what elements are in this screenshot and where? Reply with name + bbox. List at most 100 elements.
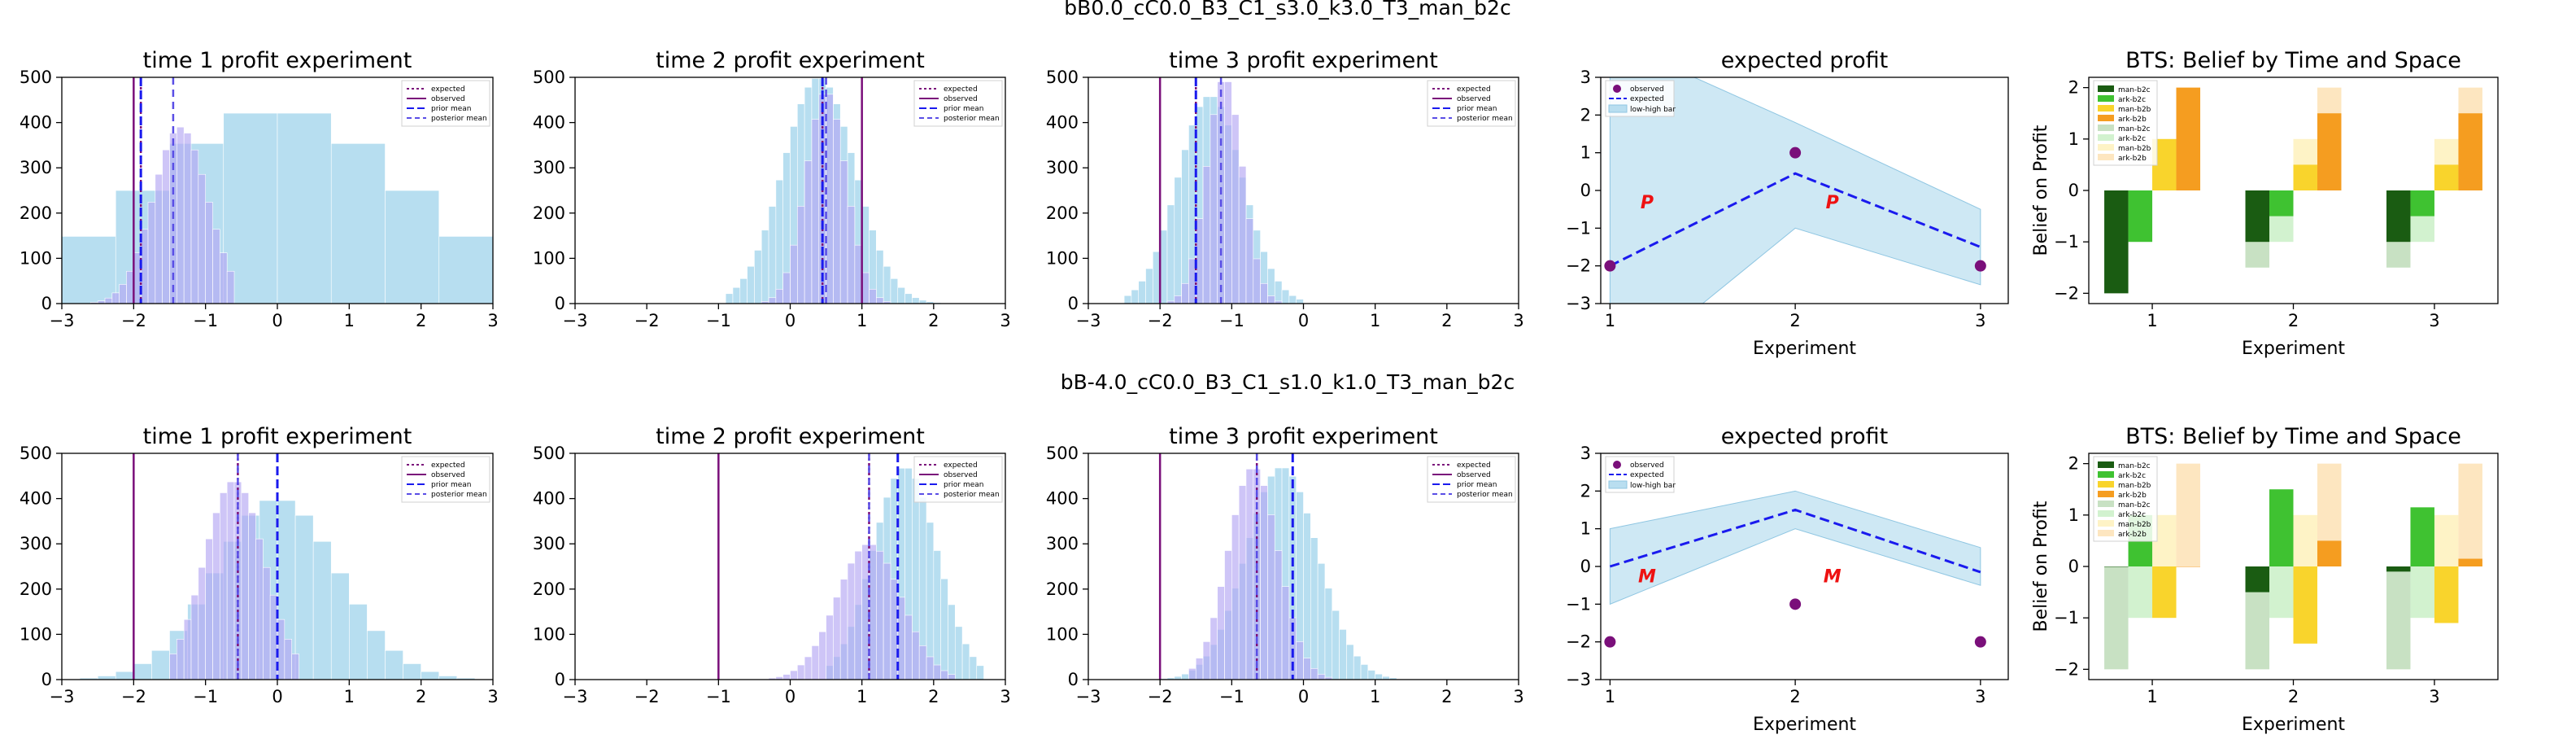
hist-bar-purple [1238, 166, 1247, 304]
panel-title: time 1 profit experiment [143, 48, 412, 73]
legend-box [2093, 456, 2158, 542]
y-tick-label: 300 [533, 534, 565, 553]
legend-label: observed [1630, 85, 1664, 94]
legend-label: man-b2b [2118, 521, 2151, 529]
legend-label: posterior mean [431, 115, 487, 123]
hist-bar-light [876, 250, 884, 304]
legend-swatch [2098, 481, 2114, 488]
hist-bar-purple [1253, 258, 1261, 304]
profit-marker: M [2008, 567, 2026, 588]
hist-bar-light [1296, 299, 1304, 304]
x-tick-label: 3 [1975, 311, 1985, 330]
hist-bar-purple [861, 272, 870, 304]
legend-label: expected [1457, 461, 1491, 470]
hist-bar-purple [291, 654, 299, 680]
y-tick-label: 400 [533, 113, 565, 133]
legend-label: expected [1630, 95, 1664, 103]
y-tick-label: 300 [533, 158, 565, 177]
y-tick-label: 3 [1580, 444, 1591, 463]
suptitle-row-1: bB0.0_cC0.0_B3_C1_s3.0_k3.0_T3_man_b2c [1064, 0, 1510, 20]
y-tick-label: 2 [1580, 105, 1591, 125]
legend-swatch [2098, 115, 2114, 121]
hist-bar-purple [1202, 641, 1211, 680]
hist-bar-light [115, 671, 134, 680]
axes-frame [2088, 453, 2499, 680]
hist-bar-purple [119, 284, 127, 304]
x-tick-label: 0 [785, 687, 795, 706]
y-axis-label: Belief on Profit [2031, 501, 2051, 632]
y-tick-label: 1 [1580, 519, 1591, 539]
x-tick-label: 3 [2429, 687, 2439, 706]
legend-label: ark-b2b [2118, 531, 2147, 539]
legend-swatch [2098, 154, 2114, 160]
hist-bar-light [954, 626, 963, 680]
hist-bar-purple [933, 664, 941, 680]
y-tick-label: −2 [1566, 256, 1591, 276]
x-tick-label: −2 [634, 687, 660, 706]
bar-man-b2c [2104, 566, 2129, 567]
hist-bar-light [933, 550, 941, 680]
hist-bar-purple [220, 252, 228, 304]
x-tick-label: −3 [563, 687, 588, 706]
hist-bar-purple [1238, 485, 1247, 680]
x-tick-label: 0 [272, 311, 282, 330]
hist-bar-purple [797, 206, 805, 304]
observed-point [1789, 598, 1802, 610]
bar-man-b2b [2434, 164, 2459, 190]
hist-bar-purple [1267, 295, 1275, 304]
y-tick-label: 1 [1580, 143, 1591, 163]
legend-label: prior mean [1457, 105, 1497, 113]
x-axis-label: Experiment [1753, 715, 1856, 735]
y-tick-label: 100 [1046, 248, 1079, 268]
bar-man-b2b [2293, 566, 2317, 644]
hist-bar-purple [263, 566, 271, 680]
bar-ark-b2b [2176, 566, 2201, 567]
x-tick-label: −2 [121, 311, 146, 330]
bar-ark-b2c [2128, 190, 2153, 243]
x-tick-label: 2 [2288, 311, 2299, 330]
hist-bar-purple [248, 512, 256, 680]
profit-marker: M [1824, 567, 1842, 588]
hist-bar-light [732, 286, 741, 304]
y-tick-label: 300 [1046, 158, 1079, 177]
hist-bar-light [1181, 149, 1189, 304]
hist-bar-light [883, 265, 891, 304]
y-tick-label: 200 [1046, 203, 1079, 223]
hist-bar-purple [1260, 485, 1268, 680]
legend-label: expected [431, 461, 465, 470]
y-tick-label: 0 [1580, 557, 1591, 576]
panel-title: time 3 profit experiment [1169, 48, 1438, 73]
x-tick-label: −2 [1148, 687, 1173, 706]
y-tick-label: 400 [533, 489, 565, 509]
legend-swatch [2098, 144, 2114, 151]
hist-bar-light [1123, 295, 1132, 304]
bar-ark-b2b [2317, 113, 2342, 190]
x-tick-label: 3 [1000, 687, 1010, 706]
hist-bar-purple [1296, 641, 1304, 680]
axes-frame [61, 453, 494, 680]
bar-ark-b2b [2458, 558, 2482, 566]
y-tick-label: 500 [533, 444, 565, 463]
legend-swatch [1613, 85, 1621, 93]
x-tick-label: 2 [1789, 311, 1800, 330]
hist-bar-light [330, 143, 386, 304]
x-tick-label: 3 [1000, 311, 1010, 330]
y-tick-label: 200 [1046, 579, 1079, 599]
observed-point [1789, 146, 1802, 159]
hist-bar-purple [226, 270, 235, 304]
x-tick-label: 1 [1605, 687, 1615, 706]
axes-frame [1600, 453, 2009, 680]
x-tick-label: −1 [706, 311, 731, 330]
legend-label: observed [431, 471, 465, 479]
histogram-panel: time 2 profit experiment −3 −2 −1 0 1 2 3 0 100 20… [533, 424, 1011, 706]
bar-man-b2c [2245, 190, 2270, 243]
hist-bar-purple [1224, 550, 1232, 680]
hist-bar-purple [768, 297, 777, 304]
legend-swatch [2098, 134, 2114, 141]
y-tick-label: 0 [1068, 294, 1079, 313]
bar-ark-b2b [2176, 87, 2201, 190]
legend-label: ark-b2b [2118, 155, 2147, 163]
y-tick-label: 400 [20, 489, 52, 509]
hist-bar-light [739, 278, 748, 304]
